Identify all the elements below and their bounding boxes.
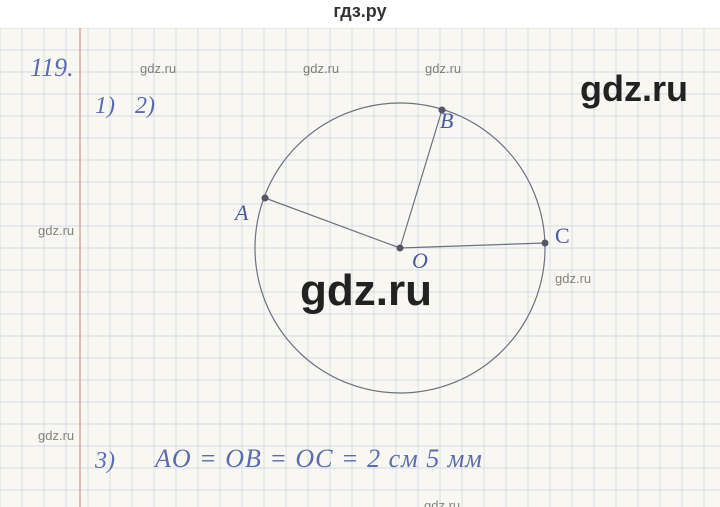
subtask-2: 2) (135, 93, 155, 120)
label-b: B (440, 108, 453, 134)
watermark-big: gdz.ru (580, 68, 688, 110)
problem-number: 119. (30, 53, 74, 83)
subtask-3: 3) (95, 448, 115, 475)
label-a: A (235, 200, 248, 226)
subtask-1: 1) (95, 93, 115, 120)
watermark-small: gdz.ru (424, 498, 460, 507)
notebook-page: 119. 1) 2) 3) A B C O AO = OB = OC = 2 с… (0, 28, 720, 507)
watermark-small: gdz.ru (38, 428, 74, 443)
watermark-small: gdz.ru (425, 61, 461, 76)
watermark-small: gdz.ru (555, 271, 591, 286)
watermark-small: gdz.ru (140, 61, 176, 76)
watermark-small: gdz.ru (38, 223, 74, 238)
watermark-small: gdz.ru (303, 61, 339, 76)
watermark-big: gdz.ru (300, 266, 432, 316)
answer-line: AO = OB = OC = 2 см 5 мм (155, 444, 483, 474)
page-header: гдз.ру (0, 0, 720, 28)
label-c: C (555, 223, 570, 249)
header-title: гдз.ру (333, 1, 386, 21)
